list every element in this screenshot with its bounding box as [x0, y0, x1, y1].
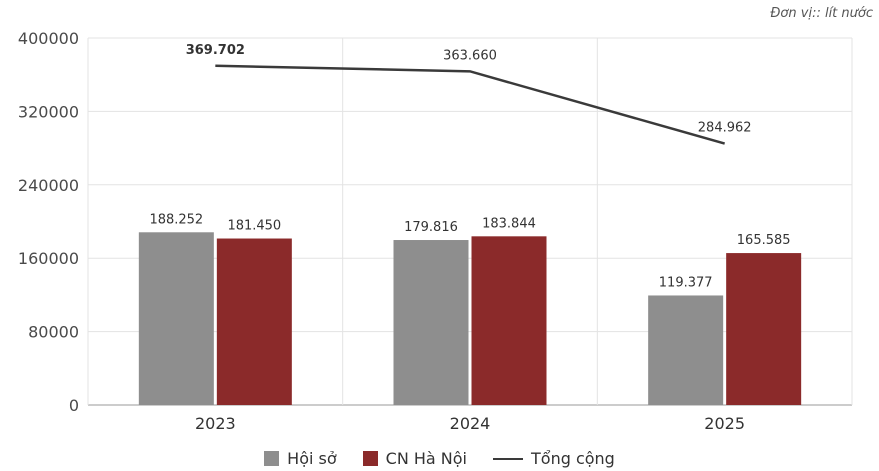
bar-cn-ha-noi-2025 [726, 253, 802, 405]
bar-hoi-so-2025 [648, 295, 724, 405]
legend-item-cn-ha-noi: CN Hà Nội [362, 449, 467, 468]
bar-data-label: 119.377 [659, 275, 713, 290]
y-tick-label: 0 [69, 396, 79, 415]
legend-swatch-hoi-so [264, 451, 280, 466]
legend: Hội sở CN Hà Nội Tổng cộng [0, 446, 879, 471]
legend-item-hoi-so: Hội sở [264, 449, 337, 468]
bar-cn-ha-noi-2023 [216, 238, 292, 405]
y-tick-label: 400000 [18, 29, 79, 48]
legend-line-tong-cong [493, 457, 523, 460]
line-data-label: 363.660 [443, 48, 497, 63]
bar-data-label: 188.252 [149, 212, 203, 227]
legend-label-cn-ha-noi: CN Hà Nội [385, 449, 467, 468]
bar-data-label: 183.844 [482, 216, 536, 231]
unit-note: Đơn vị:: lít nước [770, 6, 873, 21]
legend-swatch-cn-ha-noi [362, 451, 378, 466]
bar-data-label: 179.816 [404, 220, 458, 235]
bar-hoi-so-2024 [393, 240, 469, 405]
legend-label-hoi-so: Hội sở [287, 449, 337, 468]
legend-label-tong-cong: Tổng cộng [531, 449, 615, 468]
total-line [215, 64, 726, 145]
bar-hoi-so-2023 [138, 232, 214, 405]
line-data-label: 284.962 [698, 121, 752, 136]
bar-data-label: 181.450 [227, 219, 281, 234]
y-tick-label: 320000 [18, 102, 79, 121]
x-tick-label: 2025 [704, 414, 745, 433]
bar-data-label: 165.585 [737, 233, 791, 248]
y-tick-label: 240000 [18, 176, 79, 195]
y-tick-label: 160000 [18, 249, 79, 268]
chart-plot: 0 80000 160000 240000 320000 400000 188.252 181… [18, 29, 853, 433]
x-tick-label: 2024 [450, 414, 491, 433]
bar-cn-ha-noi-2024 [471, 236, 547, 405]
line-data-label: 369.702 [186, 43, 245, 58]
legend-item-tong-cong: Tổng cộng [493, 449, 615, 468]
y-tick-label: 80000 [28, 323, 79, 342]
x-tick-label: 2023 [195, 414, 236, 433]
